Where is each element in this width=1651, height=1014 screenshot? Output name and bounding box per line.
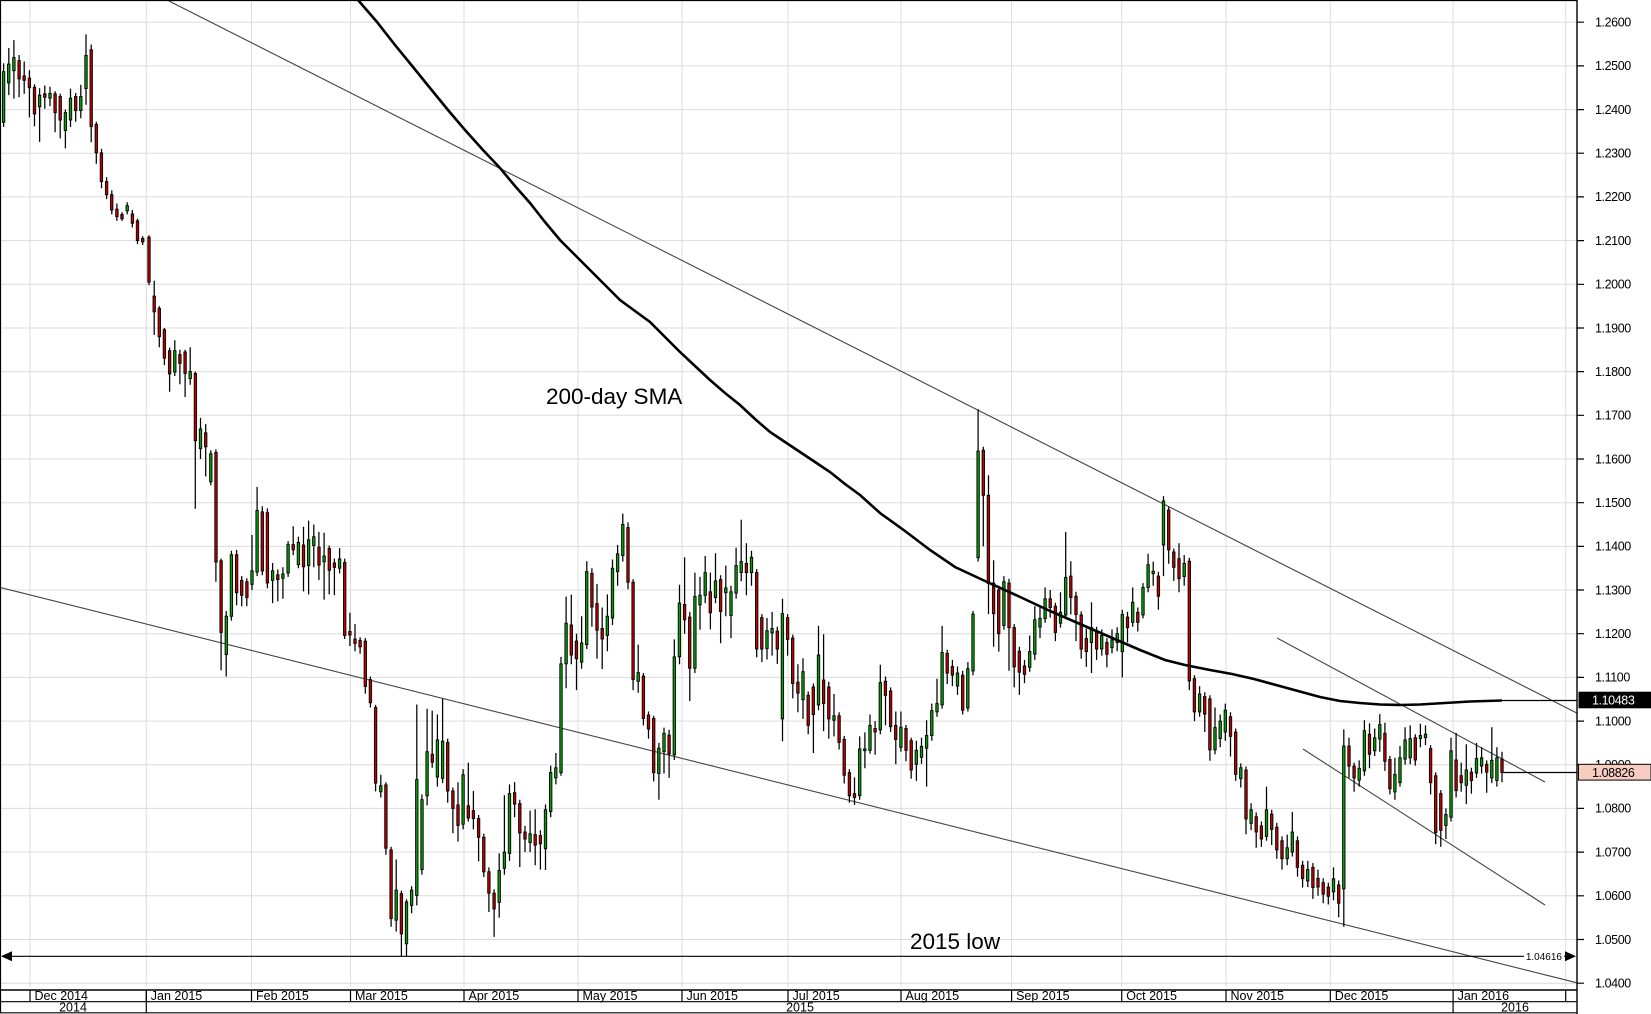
svg-text:Dec 2014: Dec 2014 — [35, 989, 89, 1003]
svg-text:1.1400: 1.1400 — [1595, 540, 1631, 554]
svg-text:1.0700: 1.0700 — [1595, 845, 1631, 859]
svg-text:1.2400: 1.2400 — [1595, 103, 1631, 117]
svg-text:Jan 2015: Jan 2015 — [151, 989, 202, 1003]
svg-text:1.1000: 1.1000 — [1595, 714, 1631, 728]
svg-text:1.2300: 1.2300 — [1595, 147, 1631, 161]
svg-text:Dec 2015: Dec 2015 — [1335, 989, 1389, 1003]
svg-text:1.0600: 1.0600 — [1595, 889, 1631, 903]
svg-text:2015: 2015 — [786, 1000, 814, 1014]
svg-text:1.2600: 1.2600 — [1595, 16, 1631, 30]
svg-text:1.10483: 1.10483 — [1592, 694, 1635, 708]
svg-text:Mar 2015: Mar 2015 — [355, 989, 408, 1003]
svg-text:1.0400: 1.0400 — [1595, 977, 1631, 991]
svg-text:Aug 2015: Aug 2015 — [906, 989, 960, 1003]
svg-text:1.08826: 1.08826 — [1592, 766, 1635, 780]
svg-text:1.2500: 1.2500 — [1595, 59, 1631, 73]
svg-text:1.1500: 1.1500 — [1595, 496, 1631, 510]
svg-text:Jun 2015: Jun 2015 — [687, 989, 738, 1003]
svg-text:1.1600: 1.1600 — [1595, 452, 1631, 466]
svg-text:200-day SMA: 200-day SMA — [546, 384, 682, 409]
svg-text:2015 low: 2015 low — [910, 929, 1001, 954]
svg-text:Feb 2015: Feb 2015 — [256, 989, 309, 1003]
svg-text:Apr 2015: Apr 2015 — [469, 989, 520, 1003]
svg-text:1.0500: 1.0500 — [1595, 933, 1631, 947]
svg-text:2016: 2016 — [1501, 1000, 1529, 1014]
svg-text:May 2015: May 2015 — [583, 989, 638, 1003]
svg-text:Sep 2015: Sep 2015 — [1016, 989, 1070, 1003]
svg-text:1.1700: 1.1700 — [1595, 409, 1631, 423]
svg-text:1.2200: 1.2200 — [1595, 190, 1631, 204]
svg-text:1.2100: 1.2100 — [1595, 234, 1631, 248]
svg-text:1.1800: 1.1800 — [1595, 365, 1631, 379]
svg-text:1.04616: 1.04616 — [1526, 952, 1563, 963]
svg-text:1.2000: 1.2000 — [1595, 278, 1631, 292]
svg-text:Oct 2015: Oct 2015 — [1126, 989, 1177, 1003]
svg-text:1.1300: 1.1300 — [1595, 583, 1631, 597]
svg-text:2014: 2014 — [59, 1000, 87, 1014]
svg-text:Nov 2015: Nov 2015 — [1231, 989, 1285, 1003]
svg-text:1.0800: 1.0800 — [1595, 802, 1631, 816]
svg-text:1.1200: 1.1200 — [1595, 627, 1631, 641]
svg-text:Jan 2016: Jan 2016 — [1458, 989, 1509, 1003]
svg-text:1.1100: 1.1100 — [1595, 671, 1630, 685]
svg-text:Jul 2015: Jul 2015 — [793, 989, 840, 1003]
svg-text:1.1900: 1.1900 — [1595, 321, 1631, 335]
